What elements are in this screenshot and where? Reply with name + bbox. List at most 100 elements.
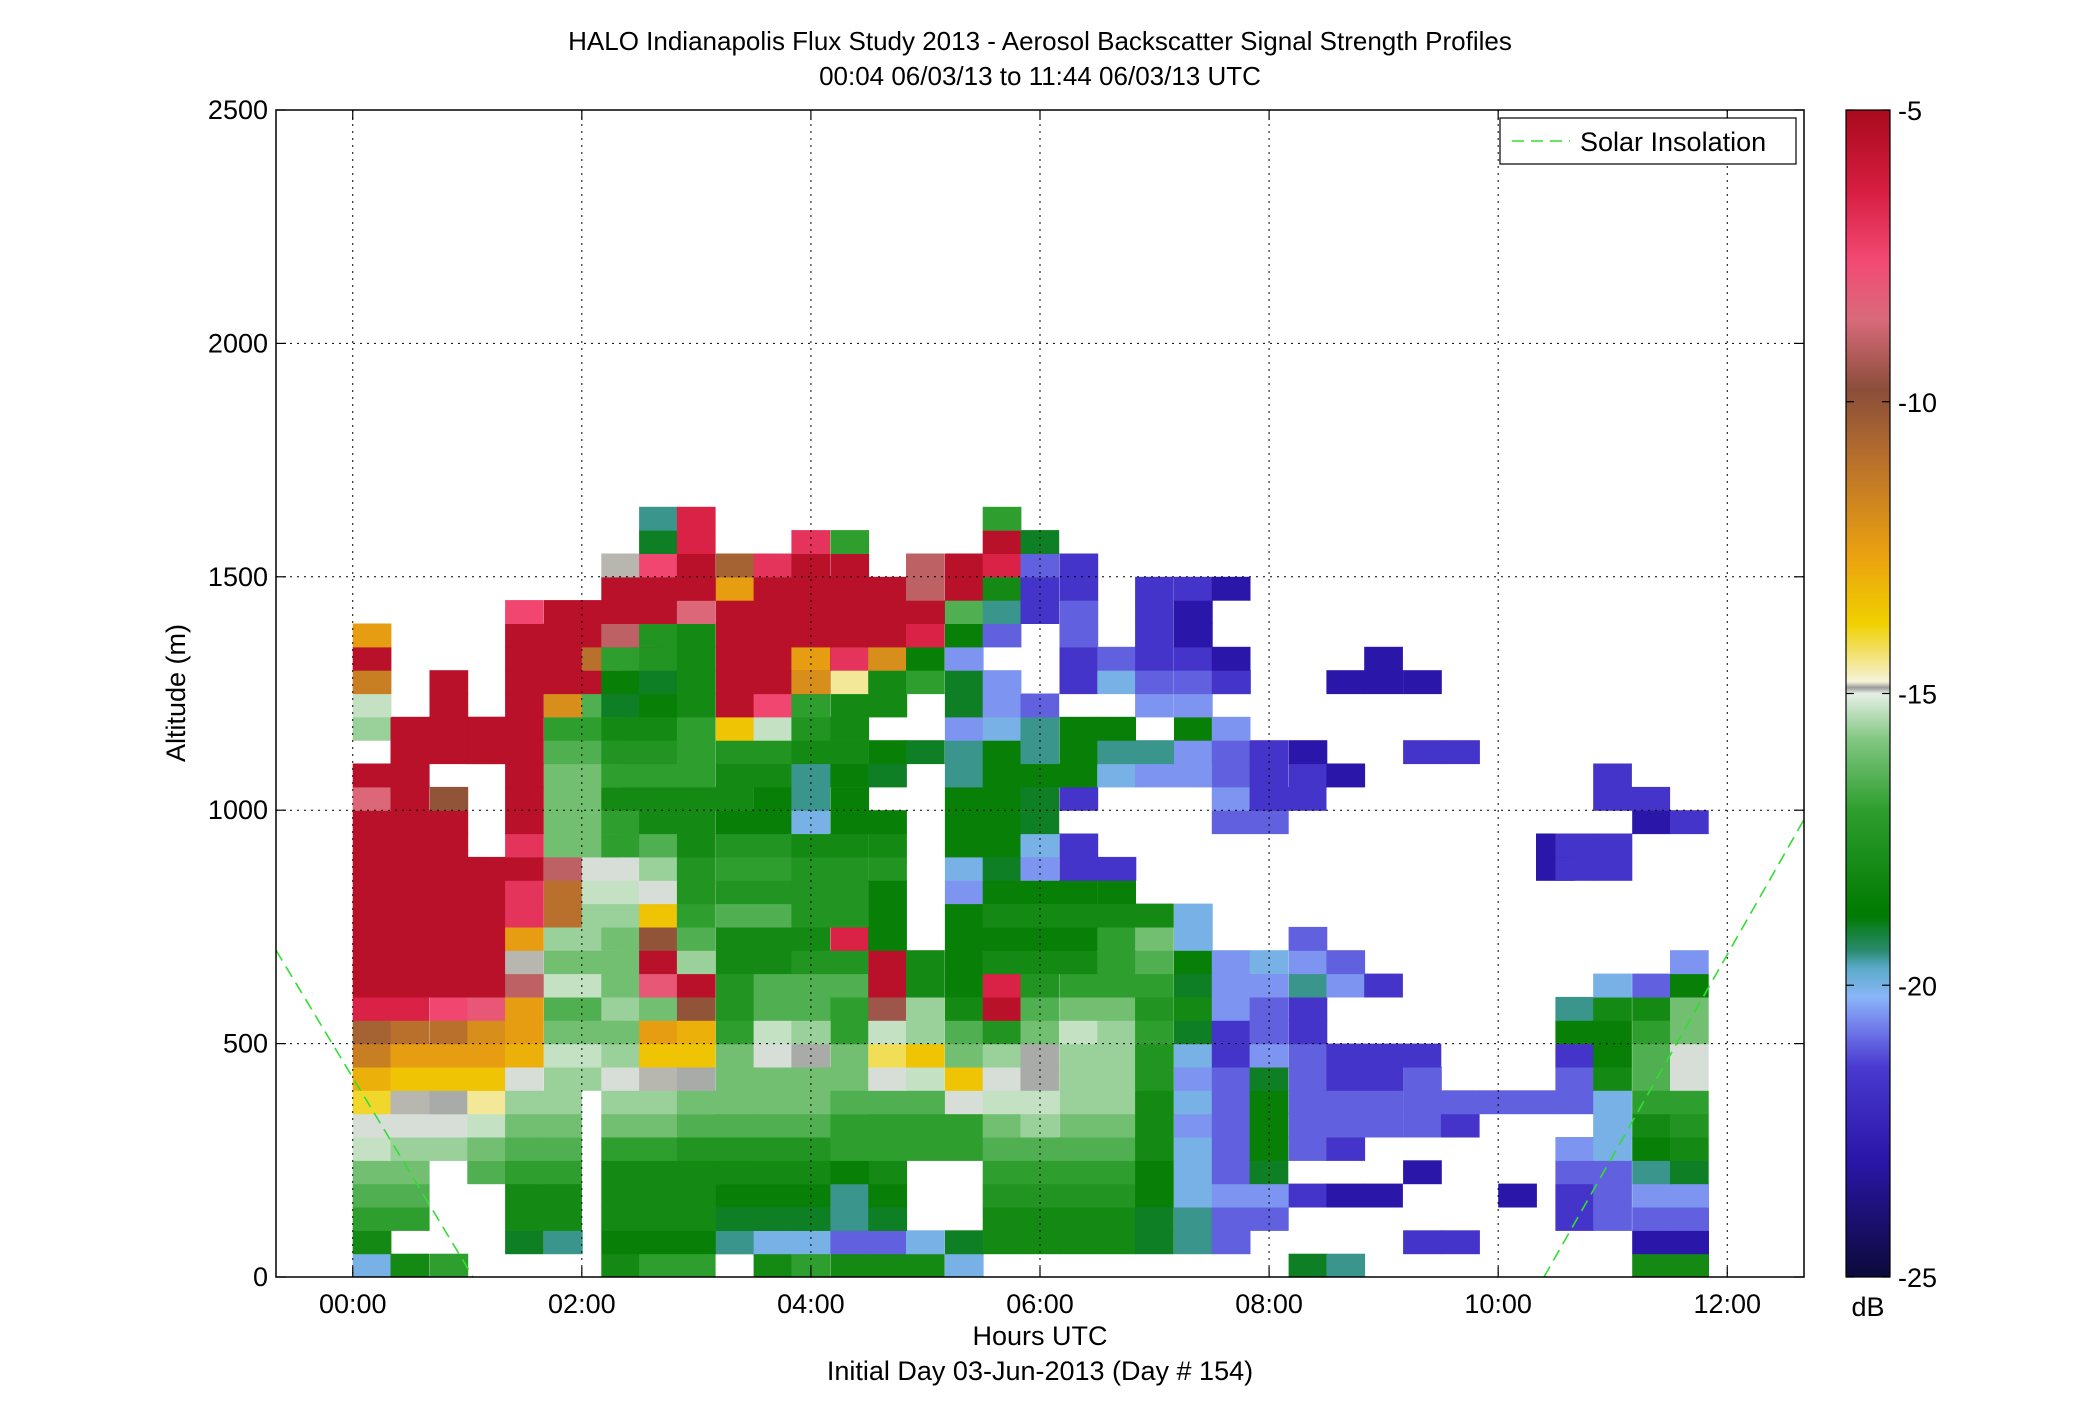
heatmap-cell bbox=[1173, 763, 1212, 788]
heatmap-cell bbox=[467, 716, 506, 741]
heatmap-cell bbox=[1135, 576, 1174, 601]
heatmap-cell bbox=[944, 1230, 984, 1255]
heatmap-cell bbox=[390, 763, 430, 788]
heatmap-cell bbox=[868, 1230, 908, 1255]
heatmap-cell bbox=[829, 1066, 869, 1091]
heatmap-cell bbox=[754, 740, 793, 765]
heatmap-cell bbox=[1059, 646, 1099, 671]
heatmap-cell bbox=[1020, 1230, 1060, 1255]
heatmap-cell bbox=[944, 903, 984, 928]
heatmap-cell bbox=[1211, 786, 1251, 811]
heatmap-cell bbox=[1020, 1020, 1060, 1045]
heatmap-cell bbox=[1632, 1230, 1671, 1255]
heatmap-cell bbox=[906, 576, 945, 601]
heatmap-cell bbox=[868, 576, 907, 601]
heatmap-cell bbox=[1288, 740, 1328, 765]
heatmap-cell bbox=[1555, 856, 1595, 881]
heatmap-cell bbox=[830, 926, 870, 951]
heatmap-cell bbox=[1020, 740, 1060, 765]
heatmap-cell bbox=[467, 950, 506, 975]
heatmap-cell bbox=[505, 1207, 544, 1231]
heatmap-cell bbox=[505, 763, 544, 788]
heatmap-cell bbox=[1670, 996, 1709, 1021]
heatmap-cell bbox=[1670, 973, 1709, 998]
heatmap-cell bbox=[1059, 623, 1099, 648]
heatmap-cell bbox=[982, 1183, 1022, 1208]
heatmap-cell bbox=[868, 693, 908, 718]
heatmap-cell bbox=[352, 1066, 392, 1091]
heatmap-cell bbox=[830, 646, 870, 671]
heatmap-cell bbox=[1364, 1183, 1403, 1208]
heatmap-cell bbox=[1135, 1043, 1174, 1068]
heatmap-cell bbox=[639, 693, 678, 718]
heatmap-cell bbox=[1555, 1160, 1595, 1185]
heatmap-cell bbox=[868, 670, 907, 695]
heatmap-cell bbox=[715, 950, 755, 975]
y-tick-label: 2000 bbox=[208, 328, 268, 358]
heatmap-cell bbox=[754, 950, 793, 975]
heatmap-cell bbox=[601, 786, 640, 811]
heatmap-cell bbox=[1097, 973, 1137, 998]
solar-insolation-segment bbox=[276, 949, 474, 1277]
heatmap-cell bbox=[982, 996, 1022, 1021]
heatmap-cell bbox=[505, 1020, 544, 1045]
heatmap-cell bbox=[1440, 1113, 1480, 1138]
heatmap-cell bbox=[1593, 1183, 1632, 1208]
heatmap-cell bbox=[601, 1020, 640, 1045]
heatmap-cell bbox=[982, 553, 1022, 578]
heatmap-cell bbox=[639, 1253, 678, 1277]
heatmap-cell bbox=[390, 856, 430, 881]
heatmap-cell bbox=[676, 1253, 716, 1277]
x-axis-sublabel: Initial Day 03-Jun-2013 (Day # 154) bbox=[827, 1356, 1253, 1386]
heatmap-cell bbox=[1020, 1066, 1060, 1091]
heatmap-cell bbox=[982, 903, 1022, 928]
heatmap-cell bbox=[467, 740, 506, 765]
heatmap-cell bbox=[1135, 1183, 1174, 1208]
heatmap-cell bbox=[1364, 1113, 1404, 1138]
heatmap-cell bbox=[1135, 623, 1174, 648]
heatmap-cell bbox=[753, 1090, 793, 1115]
heatmap-cell bbox=[982, 1137, 1022, 1161]
heatmap-cell bbox=[639, 1137, 679, 1161]
heatmap-cell bbox=[1020, 926, 1060, 951]
heatmap-cell bbox=[467, 1043, 506, 1068]
heatmap-cell bbox=[1058, 763, 1098, 788]
heatmap-cell bbox=[906, 1137, 946, 1161]
heatmap-cell bbox=[505, 1137, 544, 1161]
heatmap-cell bbox=[390, 973, 430, 998]
heatmap-cell bbox=[676, 1113, 716, 1138]
heatmap-cell bbox=[754, 763, 793, 788]
heatmap-cell bbox=[754, 833, 793, 858]
heatmap-cell bbox=[1632, 1090, 1671, 1115]
heatmap-cell bbox=[1288, 1253, 1328, 1277]
heatmap-cell bbox=[1097, 1183, 1136, 1208]
heatmap-cell bbox=[754, 1183, 793, 1208]
heatmap-cell bbox=[982, 600, 1022, 624]
heatmap-cell bbox=[791, 1230, 831, 1255]
heatmap-cell bbox=[715, 740, 755, 765]
heatmap-cell bbox=[982, 693, 1022, 718]
heatmap-cell bbox=[1211, 1160, 1251, 1185]
heatmap-cell bbox=[1632, 996, 1671, 1021]
heatmap-cell bbox=[543, 646, 582, 671]
heatmap-cell bbox=[1249, 786, 1289, 811]
heatmap-cell bbox=[429, 1253, 469, 1277]
heatmap-cell bbox=[1174, 693, 1213, 718]
heatmap-cell bbox=[792, 623, 831, 648]
heatmap-cell bbox=[1364, 646, 1403, 671]
heatmap-cell bbox=[639, 1113, 679, 1138]
heatmap-cell bbox=[1326, 1043, 1366, 1068]
heatmap-cell bbox=[982, 670, 1022, 695]
heatmap-cell bbox=[791, 740, 831, 765]
heatmap-cell bbox=[639, 833, 678, 858]
heatmap-cell bbox=[390, 880, 430, 905]
heatmap-cell bbox=[906, 973, 945, 998]
heatmap-cell bbox=[1097, 1043, 1137, 1068]
heatmap-cell bbox=[1135, 600, 1174, 624]
heatmap-cell bbox=[1403, 740, 1442, 765]
heatmap-cell bbox=[1097, 1160, 1136, 1185]
heatmap-cell bbox=[1174, 1113, 1213, 1138]
heatmap-cell bbox=[868, 903, 907, 928]
heatmap-cell bbox=[601, 1207, 640, 1231]
